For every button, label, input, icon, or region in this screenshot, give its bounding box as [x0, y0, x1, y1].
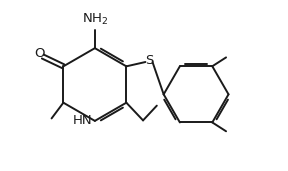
- Text: O: O: [35, 48, 45, 61]
- Text: HN: HN: [72, 114, 92, 127]
- Text: NH$_2$: NH$_2$: [82, 11, 108, 27]
- Text: S: S: [145, 54, 153, 67]
